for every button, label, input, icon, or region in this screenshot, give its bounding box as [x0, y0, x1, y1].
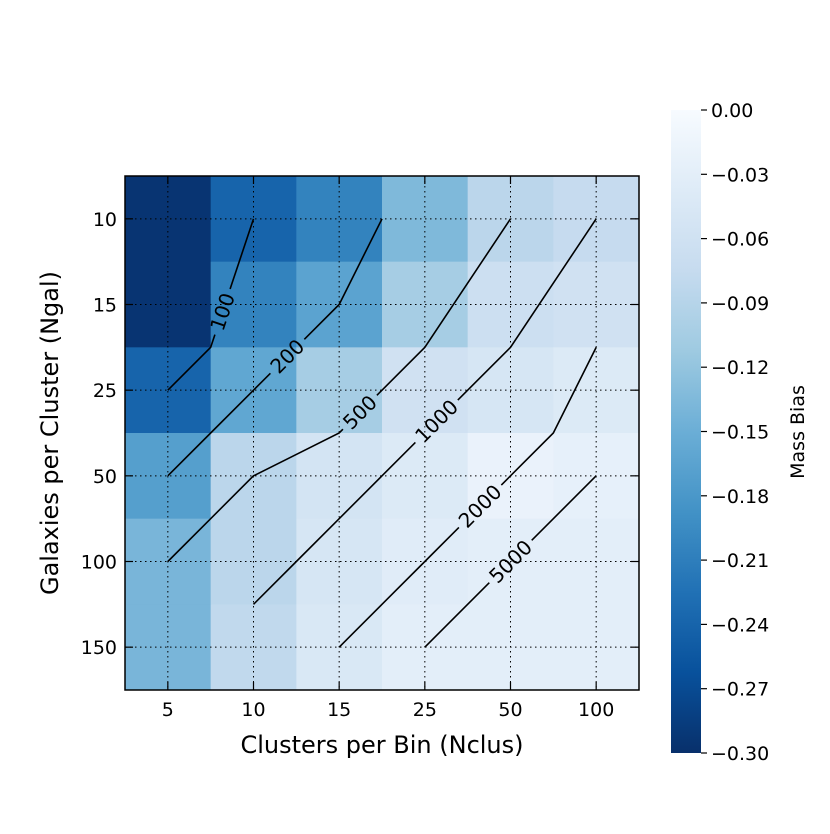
x-tick-label: 25	[413, 699, 437, 721]
x-tick-label: 100	[578, 699, 614, 721]
colorbar-tick-label: −0.24	[711, 614, 769, 636]
x-tick-label: 50	[498, 699, 522, 721]
contour-line-100	[167, 334, 216, 391]
colorbar-tick-label: −0.30	[711, 743, 769, 765]
contour-line-200	[303, 218, 383, 340]
contour-line-2000	[338, 526, 460, 648]
contour-line-500	[376, 218, 512, 396]
contour-line-500	[167, 428, 344, 563]
contour-line-2000	[500, 346, 597, 486]
contour-line-5000	[424, 582, 490, 648]
axis-ticks: 5 10 15 25 50 100 10 15 25 50 100 150	[81, 176, 639, 721]
x-tick-label: 10	[241, 699, 265, 721]
y-axis-label: Galaxies per Cluster (Ngal)	[36, 271, 64, 595]
y-tick-label: 15	[93, 295, 117, 317]
contour-line-200	[167, 372, 271, 477]
colorbar-tick-label: −0.18	[711, 486, 769, 508]
colorbar-tick-label: −0.06	[711, 229, 769, 251]
colorbar-tick-label: −0.15	[711, 422, 769, 444]
colorbar-tick-label: −0.27	[711, 679, 769, 701]
y-tick-label: 10	[93, 209, 117, 231]
plot-frame	[124, 175, 640, 691]
colorbar-tick-label: −0.12	[711, 357, 769, 379]
y-tick-label: 100	[81, 552, 117, 574]
heatmap-cells	[125, 176, 640, 691]
colorbar-label: Mass Bias	[787, 385, 809, 479]
contour-line-5000	[531, 475, 597, 541]
colorbar-ticks: 0.00 −0.03 −0.06 −0.09 −0.12 −0.15 −0.18 −0.21 −…	[701, 100, 769, 765]
x-axis-label: Clusters per Bin (Nclus)	[240, 731, 523, 759]
colorbar-tick-label: 0.00	[711, 100, 753, 122]
heatmap-cell	[125, 176, 212, 263]
heatmap-cell	[296, 347, 383, 434]
y-tick-label: 25	[93, 380, 117, 402]
x-tick-label: 5	[162, 699, 174, 721]
colorbar-tick-label: −0.21	[711, 550, 769, 572]
heatmap-cell	[125, 261, 212, 348]
contour-line-1000	[457, 218, 597, 401]
heatmap-cell	[296, 176, 383, 263]
colorbar-tick-label: −0.09	[711, 293, 769, 315]
colorbar-tick-label: −0.03	[711, 164, 769, 186]
grid-lines	[125, 176, 639, 690]
y-tick-label: 50	[93, 466, 117, 488]
x-tick-label: 15	[327, 699, 351, 721]
contour-line-1000	[252, 441, 416, 605]
y-tick-label: 150	[81, 637, 117, 659]
colorbar	[671, 110, 701, 753]
contour-line-100	[229, 218, 255, 290]
